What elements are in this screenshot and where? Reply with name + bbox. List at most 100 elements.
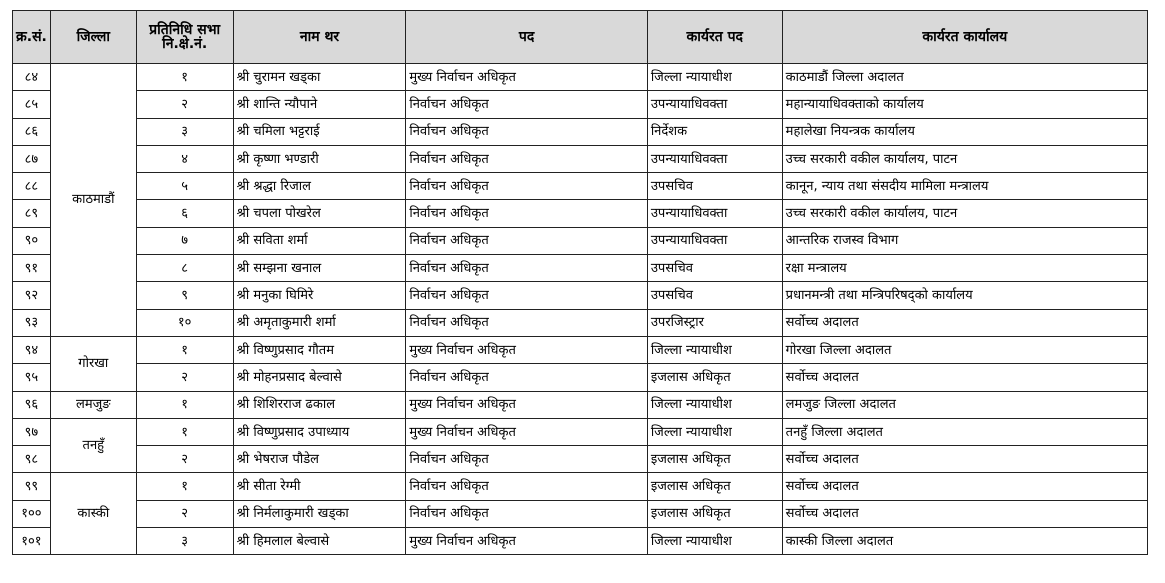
header-row: क्र.सं. जिल्ला प्रतिनिधि सभा नि.क्षे.नं.…: [12, 10, 1149, 64]
table-row: १०१ ३ श्री हिमलाल बेल्वासे मुख्य निर्वाचन अ…: [12, 527, 1149, 556]
serial-cell: १०१: [12, 527, 51, 556]
constituency-cell: ३: [135, 527, 234, 556]
current-office-cell: सर्वोच्च अदालत: [781, 445, 1149, 474]
current-post-cell: जिल्ला न्यायाधीश: [646, 417, 783, 447]
role-cell: निर्वाचन अधिकृत: [405, 90, 648, 119]
current-office-cell: लमजुङ जिल्ला अदालत: [781, 390, 1149, 419]
table-row: ९९ कास्की १ श्री सीता रेग्मी निर्वाचन अधिकृत…: [12, 472, 1149, 556]
constituency-cell: ९: [135, 281, 234, 310]
table-row: ९१ ८ श्री सम्झना खनाल निर्वाचन अधिकृत उपसचिव…: [12, 254, 1149, 283]
role-cell: निर्वाचन अधिकृत: [405, 499, 648, 529]
current-post-cell: उपन्यायाधिवक्ता: [646, 90, 783, 119]
serial-cell: ९६: [12, 390, 51, 419]
name-cell: श्री सम्झना खनाल: [232, 254, 407, 283]
current-post-cell: जिल्ला न्यायाधीश: [646, 390, 783, 419]
role-cell: निर्वाचन अधिकृत: [405, 254, 648, 283]
serial-cell: ८५: [12, 90, 51, 119]
role-cell: मुख्य निर्वाचन अधिकृत: [405, 527, 648, 556]
current-office-cell: उच्च सरकारी वकील कार्यालय, पाटन: [781, 199, 1149, 228]
header-current-office: कार्यरत कार्यालय: [781, 10, 1149, 64]
name-cell: श्री मनुका घिमिरे: [232, 281, 407, 310]
name-cell: श्री शिशिरराज ढकाल: [232, 390, 407, 419]
table-row: ८६ ३ श्री चमिला भट्टराई निर्वाचन अधिकृत निर्…: [12, 117, 1149, 146]
header-constituency: प्रतिनिधि सभा नि.क्षे.नं.: [135, 10, 234, 64]
role-cell: निर्वाचन अधिकृत: [405, 472, 648, 501]
district-cell: गोरखा: [49, 335, 137, 392]
header-name: नाम थर: [232, 10, 407, 64]
role-cell: मुख्य निर्वाचन अधिकृत: [405, 62, 648, 92]
constituency-cell: २: [135, 363, 234, 392]
table-row: ९८ २ श्री भेषराज पौडेल निर्वाचन अधिकृत इजलास…: [12, 445, 1149, 474]
current-office-cell: कास्की जिल्ला अदालत: [781, 527, 1149, 556]
serial-cell: ९९: [12, 472, 51, 501]
current-post-cell: उपन्यायाधिवक्ता: [646, 226, 783, 256]
table-row: ८९ ६ श्री चपला पोखरेल निर्वाचन अधिकृत उपन्या…: [12, 199, 1149, 228]
district-cell: तनहुँ: [49, 417, 137, 474]
current-post-cell: उपसचिव: [646, 172, 783, 201]
role-cell: मुख्य निर्वाचन अधिकृत: [405, 390, 648, 419]
name-cell: श्री चपला पोखरेल: [232, 199, 407, 228]
constituency-cell: २: [135, 445, 234, 474]
constituency-cell: २: [135, 499, 234, 529]
header-district: जिल्ला: [49, 10, 137, 64]
role-cell: मुख्य निर्वाचन अधिकृत: [405, 417, 648, 447]
name-cell: श्री सविता शर्मा: [232, 226, 407, 256]
current-post-cell: इजलास अधिकृत: [646, 499, 783, 529]
serial-cell: ८४: [12, 62, 51, 92]
role-cell: निर्वाचन अधिकृत: [405, 308, 648, 337]
constituency-cell: ७: [135, 226, 234, 256]
current-post-cell: निर्देशक: [646, 117, 783, 146]
current-post-cell: जिल्ला न्यायाधीश: [646, 62, 783, 92]
serial-cell: ९७: [12, 417, 51, 447]
constituency-cell: १: [135, 62, 234, 92]
current-office-cell: महालेखा नियन्त्रक कार्यालय: [781, 117, 1149, 146]
constituency-cell: ५: [135, 172, 234, 201]
serial-cell: ९३: [12, 308, 51, 337]
current-office-cell: सर्वोच्च अदालत: [781, 363, 1149, 392]
table-row: १०० २ श्री निर्मलाकुमारी खड्का निर्वाचन अधि…: [12, 499, 1149, 529]
serial-cell: ९२: [12, 281, 51, 310]
role-cell: निर्वाचन अधिकृत: [405, 445, 648, 474]
constituency-cell: १: [135, 417, 234, 447]
current-post-cell: उपरजिस्ट्रार: [646, 308, 783, 337]
current-post-cell: इजलास अधिकृत: [646, 363, 783, 392]
constituency-cell: ६: [135, 199, 234, 228]
table-row: ९० ७ श्री सविता शर्मा निर्वाचन अधिकृत उपन्या…: [12, 226, 1149, 256]
name-cell: श्री मोहनप्रसाद बेल्वासे: [232, 363, 407, 392]
table-row: ९२ ९ श्री मनुका घिमिरे निर्वाचन अधिकृत उपसचि…: [12, 281, 1149, 310]
current-office-cell: कानून, न्याय तथा संसदीय मामिला मन्त्रालय: [781, 172, 1149, 201]
role-cell: निर्वाचन अधिकृत: [405, 226, 648, 256]
role-cell: निर्वाचन अधिकृत: [405, 281, 648, 310]
serial-cell: ८९: [12, 199, 51, 228]
current-office-cell: तनहुँ जिल्ला अदालत: [781, 417, 1149, 447]
constituency-cell: १०: [135, 308, 234, 337]
constituency-cell: १: [135, 472, 234, 501]
role-cell: निर्वाचन अधिकृत: [405, 144, 648, 174]
officials-table: क्र.सं. जिल्ला प्रतिनिधि सभा नि.क्षे.नं.…: [12, 10, 1149, 556]
current-post-cell: इजलास अधिकृत: [646, 445, 783, 474]
serial-cell: ८६: [12, 117, 51, 146]
current-post-cell: इजलास अधिकृत: [646, 472, 783, 501]
current-office-cell: सर्वोच्च अदालत: [781, 472, 1149, 501]
serial-cell: ८७: [12, 144, 51, 174]
table-row: ८५ २ श्री शान्ति न्यौपाने निर्वाचन अधिकृत उप…: [12, 90, 1149, 119]
header-serial: क्र.सं.: [12, 10, 51, 64]
name-cell: श्री कृष्णा भण्डारी: [232, 144, 407, 174]
name-cell: श्री चमिला भट्टराई: [232, 117, 407, 146]
current-office-cell: प्रधानमन्त्री तथा मन्त्रिपरिषद्को कार्या…: [781, 281, 1149, 310]
role-cell: निर्वाचन अधिकृत: [405, 117, 648, 146]
current-post-cell: उपन्यायाधिवक्ता: [646, 144, 783, 174]
name-cell: श्री चुरामन खड्का: [232, 62, 407, 92]
serial-cell: ९४: [12, 335, 51, 365]
current-office-cell: उच्च सरकारी वकील कार्यालय, पाटन: [781, 144, 1149, 174]
table-row: ८८ ५ श्री श्रद्धा रिजाल निर्वाचन अधिकृत उपसच…: [12, 172, 1149, 201]
current-office-cell: गोरखा जिल्ला अदालत: [781, 335, 1149, 365]
current-post-cell: उपसचिव: [646, 254, 783, 283]
name-cell: श्री निर्मलाकुमारी खड्का: [232, 499, 407, 529]
current-post-cell: जिल्ला न्यायाधीश: [646, 527, 783, 556]
serial-cell: ८८: [12, 172, 51, 201]
table-row: ९५ २ श्री मोहनप्रसाद बेल्वासे निर्वाचन अधिक…: [12, 363, 1149, 392]
table-row: ९६ लमजुङ १ श्री शिशिरराज ढकाल मुख्य निर्वाचन…: [12, 390, 1149, 419]
constituency-cell: ३: [135, 117, 234, 146]
current-office-cell: महान्यायाधिवक्ताको कार्यालय: [781, 90, 1149, 119]
